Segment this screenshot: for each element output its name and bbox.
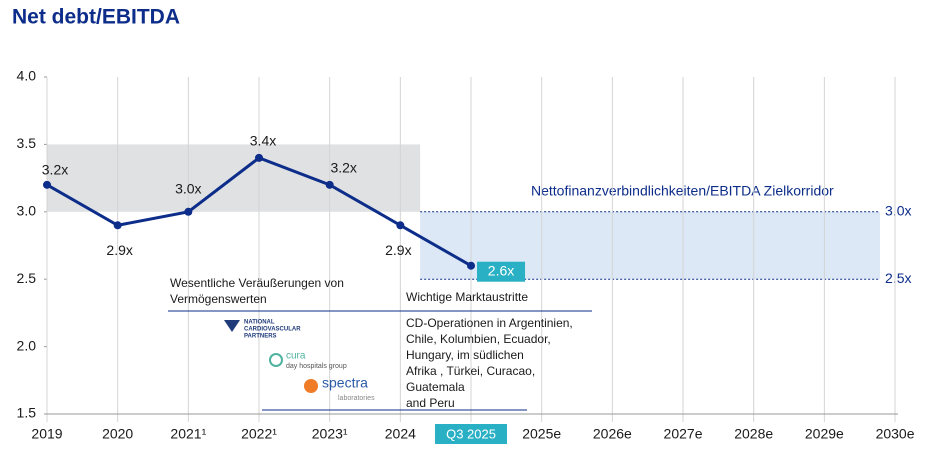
corridor-title: Nettofinanzverbindlichkeiten/EBITDA Ziel… [531, 183, 834, 199]
logo-icon [269, 353, 283, 367]
y-tick-label: 2.0 [17, 337, 37, 353]
y-tick-label: 1.5 [17, 405, 37, 421]
x-tick-label: 2025e [522, 426, 561, 442]
annotation-text: Chile, Kolumbien, Ecuador, [406, 332, 551, 346]
y-tick-label: 3.0 [17, 203, 37, 219]
y-tick-label: 4.0 [17, 68, 37, 84]
x-tick-label: 2024 [385, 426, 416, 442]
value-label: 3.4x [250, 133, 276, 149]
chart-title: Net debt/EBITDA [12, 6, 180, 29]
x-tick-label: Q3 2025 [446, 426, 496, 441]
logo-text: spectra [322, 375, 368, 391]
x-tick-label: 2030e [876, 426, 915, 442]
logo-icon [304, 379, 318, 393]
x-tick-label: 2022¹ [241, 426, 277, 442]
x-tick-label: 2023¹ [312, 426, 348, 442]
x-tick-label: 2020 [102, 426, 133, 442]
x-tick-label: 2027e [664, 426, 703, 442]
y-tick-label: 3.5 [17, 135, 37, 151]
annotation-text: CD-Operationen in Argentinien, [406, 316, 573, 330]
corridor-label: 2.5x [885, 270, 911, 286]
highlight-box [435, 424, 508, 444]
value-label: 3.2x [330, 160, 356, 176]
data-point [113, 221, 122, 230]
x-tick-label: 2019 [31, 426, 62, 442]
corridor-label: 3.0x [885, 203, 911, 219]
logo-text: laboratories [338, 395, 375, 402]
x-tick-label: 2021¹ [170, 426, 206, 442]
annotation-title: Vermögenswerten [170, 292, 267, 306]
logo-text: cura [286, 351, 306, 362]
data-point [255, 153, 264, 162]
logo-text: PARTNERS [244, 334, 277, 340]
annotation-text: Hungary, im südlichen [406, 348, 524, 362]
annotation-title: Wesentliche Veräußerungen von [170, 276, 344, 290]
annotation-text: Afrika , Türkei, Curacao, [406, 364, 535, 378]
data-point [43, 180, 51, 189]
annotation-title: Wichtige Marktaustritte [406, 290, 528, 304]
value-label: 2.9x [106, 242, 132, 258]
value-label: 2.9x [385, 242, 411, 258]
x-tick-label: 2026e [593, 426, 632, 442]
x-tick-label: 2029e [805, 426, 844, 442]
value-label: 3.2x [42, 162, 68, 178]
y-tick-label: 2.5 [17, 270, 37, 286]
data-point [325, 180, 334, 189]
logo-icon [224, 320, 240, 332]
data-point [184, 207, 193, 216]
annotation-text: and Peru [406, 396, 455, 410]
data-point [467, 261, 476, 270]
value-label: 2.6x [488, 262, 514, 278]
logo-text: day hospitals group [286, 363, 347, 370]
data-point [396, 221, 405, 230]
value-label-box [477, 261, 526, 282]
annotation-text: Guatemala [406, 380, 465, 394]
value-label: 3.0x [175, 181, 201, 197]
logo-text: NATIONAL [244, 320, 275, 326]
x-tick-label: 2028e [734, 426, 773, 442]
logo-text: CARDIOVASCULAR [244, 327, 301, 333]
